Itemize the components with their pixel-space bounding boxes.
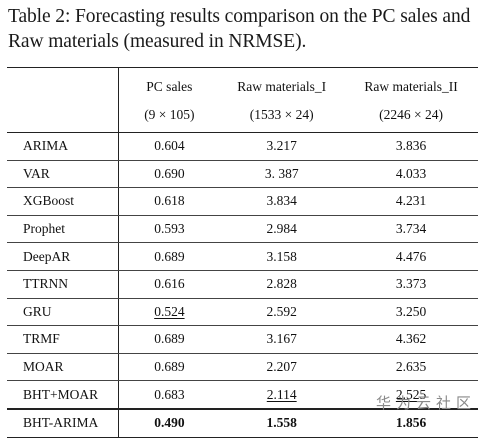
- table-header-row: PC sales Raw materials_I Raw materials_I…: [7, 67, 478, 102]
- pc-sales-cell: 0.524: [118, 298, 220, 327]
- raw2-cell: 3.734: [344, 215, 478, 244]
- best-underlined-value: 2.525: [395, 386, 427, 402]
- table-caption: Table 2: Forecasting results comparison …: [8, 6, 471, 52]
- method-cell: DeepAR: [7, 242, 120, 271]
- table-row: DeepAR 0.689 3.158 4.476: [7, 242, 478, 271]
- raw2-cell: 2.635: [344, 353, 478, 382]
- results-table: PC sales Raw materials_I Raw materials_I…: [7, 67, 478, 438]
- raw1-cell: 3.217: [219, 132, 345, 161]
- best-underlined-value: 2.114: [266, 386, 297, 402]
- method-cell: Prophet: [7, 215, 120, 244]
- pc-sales-cell: 0.616: [118, 270, 220, 299]
- raw2-cell: 3.373: [344, 270, 478, 299]
- raw2-cell: 1.856: [344, 407, 478, 438]
- table-row: Prophet 0.593 2.984 3.734: [7, 215, 478, 244]
- raw1-cell: 2.984: [219, 215, 345, 244]
- pc-sales-cell: 0.689: [118, 325, 220, 354]
- raw1-cell: 2.114: [219, 381, 344, 409]
- subheader-method: [7, 102, 120, 133]
- pc-sales-cell: 0.490: [118, 407, 220, 438]
- raw1-cell: 2.207: [219, 353, 345, 382]
- table-row: TTRNN 0.616 2.828 3.373: [7, 270, 478, 299]
- best-underlined-value: 0.524: [154, 303, 185, 319]
- raw1-cell: 3.158: [219, 242, 345, 271]
- raw1-cell: 3. 387: [219, 160, 345, 189]
- raw2-cell: 4.231: [344, 187, 478, 216]
- table-subheader-row: (9 × 105) (1533 × 24) (2246 × 24): [7, 102, 478, 133]
- pc-sales-cell: 0.683: [154, 386, 185, 402]
- method-cell: VAR: [7, 160, 120, 189]
- header-raw-materials-2: Raw materials_II: [344, 67, 478, 102]
- raw2-cell: 2.525: [344, 381, 478, 409]
- raw1-cell: 3.167: [219, 325, 345, 354]
- method-cell: ARIMA: [7, 132, 120, 161]
- pc-sales-cell: 0.690: [118, 160, 220, 189]
- subheader-raw-materials-1: (1533 × 24): [219, 102, 345, 133]
- table-row: MOAR 0.689 2.207 2.635: [7, 353, 478, 382]
- method-cell: BHT-ARIMA: [7, 407, 120, 438]
- header-pc-sales: PC sales: [118, 67, 220, 102]
- raw1-cell: 3.834: [219, 187, 345, 216]
- table-row: GRU 0.524 2.592 3.250: [7, 298, 478, 327]
- subheader-pc-sales: (9 × 105): [118, 102, 220, 133]
- raw2-cell: 4.476: [344, 242, 478, 271]
- table-row: XGBoost 0.618 3.834 4.231: [7, 187, 478, 216]
- final-row: BHT-ARIMA 0.490 1.558 1.856: [7, 407, 478, 438]
- pc-sales-cell: 0.593: [118, 215, 220, 244]
- pc-sales-cell: 0.618: [118, 187, 220, 216]
- table-row: ARIMA 0.604 3.217 3.836: [7, 132, 478, 161]
- raw2-cell: 4.033: [344, 160, 478, 189]
- raw1-cell: 2.592: [219, 298, 345, 327]
- header-raw-materials-1: Raw materials_I: [219, 67, 345, 102]
- pc-sales-cell: 0.689: [118, 242, 220, 271]
- raw2-cell: 3.836: [344, 132, 478, 161]
- method-cell: TTRNN: [7, 270, 120, 299]
- raw2-cell: 3.250: [344, 298, 478, 327]
- header-method: [7, 67, 120, 102]
- table-row: BHT+MOAR 0.683 2.114 2.525: [7, 380, 478, 409]
- method-cell: XGBoost: [7, 187, 120, 216]
- method-cell: GRU: [7, 298, 120, 327]
- raw1-cell: 1.558: [219, 407, 345, 438]
- table-row: VAR 0.690 3. 387 4.033: [7, 160, 478, 189]
- pc-sales-cell: 0.604: [118, 132, 220, 161]
- pc-sales-cell: 0.689: [118, 353, 220, 382]
- raw1-cell: 2.828: [219, 270, 345, 299]
- method-cell: MOAR: [7, 353, 120, 382]
- table-row: TRMF 0.689 3.167 4.362: [7, 325, 478, 354]
- raw2-cell: 4.362: [344, 325, 478, 354]
- method-cell: TRMF: [7, 325, 120, 354]
- watermark-text: 华为云社区: [375, 394, 476, 412]
- method-cell: BHT+MOAR: [7, 380, 120, 409]
- subheader-raw-materials-2: (2246 × 24): [344, 102, 478, 133]
